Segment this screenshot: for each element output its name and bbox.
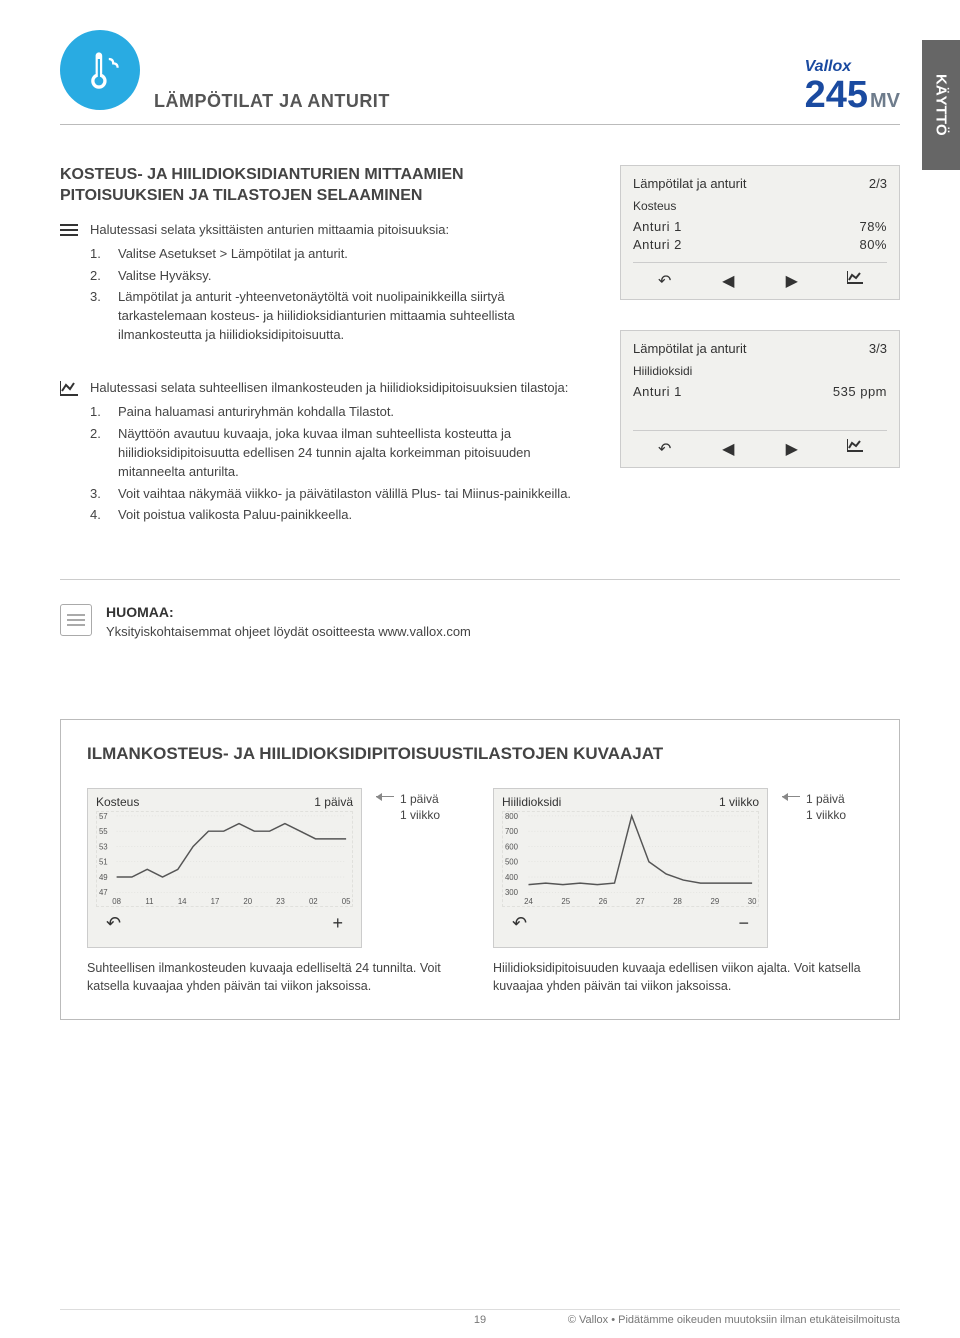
- divider: [60, 579, 900, 580]
- chart-period: 1 viikko: [719, 795, 759, 809]
- minus-icon[interactable]: −: [738, 913, 749, 934]
- svg-text:08: 08: [112, 897, 121, 906]
- row-value: 535 ppm: [833, 384, 887, 399]
- side-tab: KÄYTTÖ: [922, 40, 960, 170]
- period-label-2: 1 viikko: [806, 808, 846, 824]
- back-icon[interactable]: ↶: [512, 913, 527, 934]
- svg-text:600: 600: [505, 843, 519, 852]
- svg-text:800: 800: [505, 812, 519, 821]
- period-label-2: 1 viikko: [400, 808, 440, 824]
- model-suffix: MV: [870, 90, 900, 113]
- svg-text:51: 51: [99, 858, 108, 867]
- charts-section: ILMANKOSTEUS- JA HIILIDIOKSIDIPITOISUUST…: [60, 719, 900, 1020]
- svg-text:47: 47: [99, 888, 108, 897]
- svg-text:700: 700: [505, 827, 519, 836]
- panel-page: 2/3: [869, 176, 887, 191]
- back-icon[interactable]: ↶: [633, 271, 697, 291]
- svg-text:11: 11: [145, 897, 153, 906]
- model-number: 245: [805, 76, 868, 114]
- list-item: Paina haluamasi anturiryhmän kohdalla Ti…: [118, 403, 394, 422]
- copyright: © Vallox • Pidätämme oikeuden muutoksiin…: [568, 1314, 900, 1326]
- back-icon[interactable]: ↶: [106, 913, 121, 934]
- device-panel-2: Lämpötilat ja anturit 3/3 Hiilidioksidi …: [620, 330, 900, 468]
- svg-text:05: 05: [342, 897, 351, 906]
- left-arrow-icon[interactable]: ◀: [697, 439, 761, 459]
- chart-title: Kosteus: [96, 795, 139, 809]
- humidity-chart-panel: Kosteus 1 päivä 57 55 53 51 49 47 08 11 14 17 20 23…: [87, 788, 362, 948]
- back-icon[interactable]: ↶: [633, 439, 697, 459]
- co2-chart: 800 700 600 500 400 300 24 25 26 27 28 29 30: [502, 811, 759, 907]
- svg-text:27: 27: [636, 897, 645, 906]
- svg-text:57: 57: [99, 812, 108, 821]
- page-footer: 19 © Vallox • Pidätämme oikeuden muutoks…: [60, 1309, 900, 1326]
- list-item: Lämpötilat ja anturit -yhteenvetonäytölt…: [118, 288, 590, 345]
- panel-title: Lämpötilat ja anturit: [633, 176, 746, 191]
- intro-text-1: Halutessasi selata yksittäisten anturien…: [90, 221, 590, 239]
- charts-section-title: ILMANKOSTEUS- JA HIILIDIOKSIDIPITOISUUST…: [87, 744, 873, 764]
- list-item: Voit vaihtaa näkymää viikko- ja päivätil…: [118, 485, 571, 504]
- svg-text:25: 25: [561, 897, 570, 906]
- row-label: Anturi 2: [633, 237, 682, 252]
- panel-page: 3/3: [869, 341, 887, 356]
- list-item: Näyttöön avautuu kuvaaja, joka kuvaa ilm…: [118, 425, 590, 482]
- svg-text:20: 20: [243, 897, 252, 906]
- page-header: LÄMPÖTILAT JA ANTURIT Vallox 245 MV: [60, 30, 900, 125]
- note-text: Yksityiskohtaisemmat ohjeet löydät osoit…: [106, 624, 471, 639]
- note-icon: [60, 604, 92, 636]
- panel-sub: Kosteus: [633, 199, 887, 213]
- svg-text:49: 49: [99, 873, 108, 882]
- subheading-1: KOSTEUS- JA HIILIDIOKSIDIANTURIEN MITTAA…: [60, 165, 590, 207]
- svg-text:29: 29: [710, 897, 719, 906]
- svg-text:55: 55: [99, 827, 108, 836]
- svg-text:500: 500: [505, 858, 519, 867]
- list-item: Valitse Asetukset > Lämpötilat ja anturi…: [118, 245, 348, 264]
- svg-text:17: 17: [211, 897, 220, 906]
- section-title: LÄMPÖTILAT JA ANTURIT: [154, 91, 390, 112]
- menu-icon: [60, 221, 80, 355]
- svg-text:26: 26: [599, 897, 608, 906]
- ordered-list-1: 1.Valitse Asetukset > Lämpötilat ja antu…: [90, 245, 590, 345]
- row-value: 80%: [859, 237, 887, 252]
- chart-caption: Hiilidioksidipitoisuuden kuvaaja edellis…: [493, 960, 873, 995]
- period-label-1: 1 päivä: [806, 792, 846, 808]
- panel-title: Lämpötilat ja anturit: [633, 341, 746, 356]
- svg-text:28: 28: [673, 897, 682, 906]
- row-label: Anturi 1: [633, 384, 682, 399]
- svg-text:02: 02: [309, 897, 318, 906]
- right-arrow-icon[interactable]: ▶: [760, 271, 824, 291]
- chart-caption: Suhteellisen ilmankosteuden kuvaaja edel…: [87, 960, 467, 995]
- svg-text:400: 400: [505, 873, 519, 882]
- device-panel-1: Lämpötilat ja anturit 2/3 Kosteus Anturi…: [620, 165, 900, 300]
- chart-icon: [60, 379, 80, 535]
- ordered-list-2: 1.Paina haluamasi anturiryhmän kohdalla …: [90, 403, 590, 525]
- panel-sub: Hiilidioksidi: [633, 364, 887, 378]
- period-legend: 1 päivä 1 viikko: [782, 788, 846, 823]
- svg-text:300: 300: [505, 888, 519, 897]
- chart-period: 1 päivä: [314, 795, 353, 809]
- list-item: Voit poistua valikosta Paluu-painikkeell…: [118, 506, 352, 525]
- stats-icon[interactable]: [824, 271, 888, 291]
- svg-text:14: 14: [178, 897, 187, 906]
- humidity-chart: 57 55 53 51 49 47 08 11 14 17 20 23 02 05: [96, 811, 353, 907]
- stats-icon[interactable]: [824, 439, 888, 459]
- row-label: Anturi 1: [633, 219, 682, 234]
- svg-text:30: 30: [748, 897, 757, 906]
- row-value: 78%: [859, 219, 887, 234]
- co2-chart-panel: Hiilidioksidi 1 viikko 800 700 600 500 400 30…: [493, 788, 768, 948]
- thermometer-icon: [60, 30, 140, 110]
- plus-icon[interactable]: +: [332, 913, 343, 934]
- page-number: 19: [474, 1314, 486, 1326]
- chart-title: Hiilidioksidi: [502, 795, 561, 809]
- left-arrow-icon[interactable]: ◀: [697, 271, 761, 291]
- note-title: HUOMAA:: [106, 604, 471, 620]
- period-legend: 1 päivä 1 viikko: [376, 788, 440, 823]
- svg-text:53: 53: [99, 843, 108, 852]
- svg-text:24: 24: [524, 897, 533, 906]
- intro-text-2: Halutessasi selata suhteellisen ilmankos…: [90, 379, 590, 397]
- svg-text:23: 23: [276, 897, 285, 906]
- list-item: Valitse Hyväksy.: [118, 267, 211, 286]
- right-arrow-icon[interactable]: ▶: [760, 439, 824, 459]
- brand-block: Vallox 245 MV: [805, 58, 900, 114]
- period-label-1: 1 päivä: [400, 792, 440, 808]
